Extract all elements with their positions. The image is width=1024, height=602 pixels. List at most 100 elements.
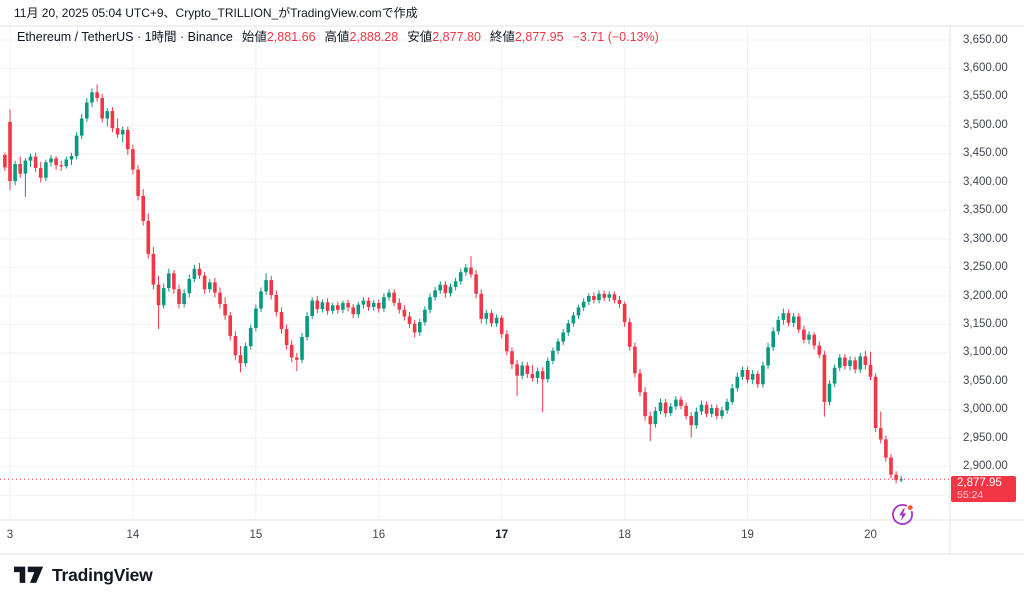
- candle: [551, 347, 555, 365]
- candle: [597, 290, 601, 304]
- candle: [873, 373, 878, 432]
- legend-close-label: 終値: [489, 30, 515, 44]
- candle-body: [377, 302, 381, 309]
- legend-high-value: 2,888.28: [349, 30, 399, 44]
- candle-body: [566, 323, 571, 333]
- candle: [115, 118, 120, 138]
- candle: [822, 350, 827, 417]
- candle-body: [592, 296, 596, 300]
- candle: [761, 361, 765, 388]
- candle-body: [622, 304, 627, 323]
- candle-body: [74, 135, 79, 157]
- candle: [443, 281, 448, 298]
- candle: [832, 364, 837, 388]
- candle: [776, 316, 781, 335]
- candle: [704, 401, 709, 418]
- candle-body: [126, 129, 130, 150]
- candle: [320, 299, 325, 313]
- candle-body: [407, 316, 412, 324]
- candle: [13, 160, 17, 186]
- candle-body: [756, 374, 760, 385]
- candle: [838, 354, 842, 372]
- candle: [571, 312, 576, 327]
- candle: [182, 289, 186, 308]
- candle-body: [535, 371, 540, 378]
- candle-body: [156, 284, 161, 306]
- candle-body: [269, 280, 273, 295]
- candle-body: [699, 404, 704, 412]
- candle-body: [54, 158, 58, 166]
- candle-body: [730, 388, 734, 402]
- time-scale-label: 3: [6, 529, 14, 541]
- candle-body: [576, 307, 581, 316]
- price-scale-label: 3,150.00: [963, 318, 1008, 330]
- candle-body: [551, 350, 555, 361]
- candle: [74, 132, 79, 160]
- candle-body: [561, 332, 565, 342]
- candle: [484, 309, 489, 325]
- candle-body: [725, 401, 729, 411]
- candle: [730, 384, 734, 405]
- candle: [786, 309, 791, 327]
- legend-low: 安値2,877.80: [407, 30, 481, 45]
- candle-body: [458, 272, 463, 282]
- candle-body: [8, 121, 12, 182]
- candle-body: [597, 293, 601, 301]
- candle-body: [320, 302, 325, 310]
- candle-body: [499, 317, 504, 335]
- candle-body: [79, 118, 84, 136]
- candle-body: [397, 302, 402, 310]
- candle-body: [131, 149, 135, 170]
- candle-body: [59, 165, 63, 167]
- legend-low-label: 安値: [407, 30, 433, 44]
- candle-body: [838, 357, 842, 368]
- candle: [802, 325, 806, 344]
- time-scale-label: 18: [618, 529, 632, 541]
- candle: [228, 312, 232, 341]
- candle-body: [617, 300, 622, 304]
- candle-body: [494, 317, 499, 324]
- candle-body: [474, 274, 478, 294]
- candle-body: [346, 302, 350, 308]
- candle-body: [300, 337, 304, 360]
- candle: [418, 318, 422, 336]
- candle-body: [822, 354, 827, 402]
- candle: [668, 403, 673, 417]
- boost-button[interactable]: [890, 501, 917, 528]
- candle: [653, 407, 658, 428]
- candle-body: [735, 376, 740, 389]
- tradingview-logo-mark-icon: [14, 566, 44, 583]
- tradingview-logo[interactable]: TradingView: [14, 564, 153, 586]
- candle: [95, 84, 99, 102]
- candle-body: [786, 313, 791, 323]
- candle: [110, 107, 115, 133]
- price-scale-label: 3,100.00: [963, 346, 1008, 359]
- candle-body: [28, 156, 33, 161]
- candle: [643, 387, 647, 421]
- candle-body: [689, 416, 693, 426]
- candle-body: [791, 316, 796, 323]
- candle-body: [464, 267, 468, 273]
- candle: [750, 370, 755, 385]
- candle-body: [781, 313, 786, 320]
- time-scale-label: 17: [495, 529, 509, 541]
- candle: [79, 114, 84, 139]
- notification-dot: [906, 503, 915, 512]
- candle: [791, 313, 796, 328]
- candle-body: [674, 399, 678, 407]
- candle-body: [484, 313, 489, 319]
- candle: [725, 398, 729, 414]
- candle-body: [254, 308, 258, 328]
- candle-body: [423, 309, 427, 323]
- candle-body: [643, 392, 647, 417]
- candle-body: [740, 370, 745, 377]
- candle-body: [556, 341, 560, 351]
- candle-body: [208, 282, 212, 290]
- candle-body: [802, 329, 806, 340]
- candle-body: [248, 327, 253, 347]
- legend-low-value: 2,877.80: [432, 30, 481, 44]
- candle: [622, 301, 627, 327]
- candle-body: [177, 289, 181, 304]
- legend-high-label: 高値: [324, 30, 350, 44]
